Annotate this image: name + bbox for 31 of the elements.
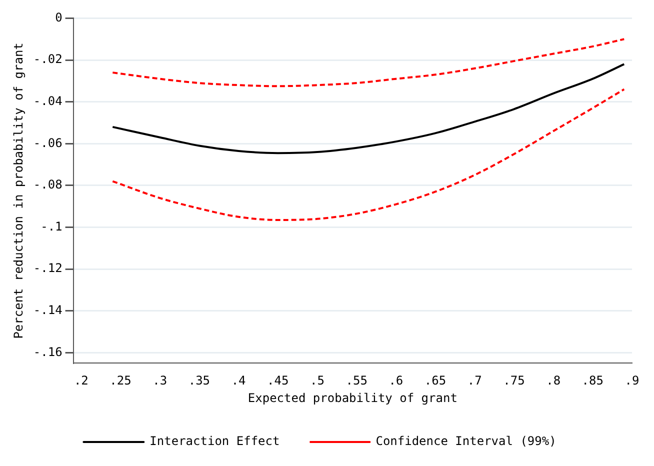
x-tick-label: .4 xyxy=(231,374,246,388)
y-tick-label: -.12 xyxy=(33,261,62,276)
x-tick-label: .8 xyxy=(546,374,561,388)
x-tick-label: .3 xyxy=(152,374,168,388)
y-tick-label: 0 xyxy=(55,10,62,24)
y-tick-label: -.14 xyxy=(33,303,62,318)
x-tick-label: .85 xyxy=(582,374,604,388)
x-tick-label: .25 xyxy=(110,374,132,388)
y-axis-title: Percent reduction in probability of grant xyxy=(11,42,26,339)
x-tick-label: .35 xyxy=(188,374,210,388)
x-tick-label: .2 xyxy=(74,374,88,388)
line-series xyxy=(112,63,626,154)
x-tick-label: .65 xyxy=(424,374,446,388)
x-tick-label: .7 xyxy=(467,374,482,388)
y-tick-label: -.08 xyxy=(33,178,62,192)
x-axis-title: Expected probability of grant xyxy=(248,390,458,405)
y-tick-label: -.06 xyxy=(33,136,62,150)
x-tick-label: .55 xyxy=(346,374,368,388)
legend-label: Interaction Effect xyxy=(150,434,280,448)
y-tick-label: -.16 xyxy=(33,344,62,359)
y-tick-label: -.1 xyxy=(40,219,62,234)
line-series xyxy=(112,88,626,221)
y-tick-label: -.02 xyxy=(33,52,62,66)
y-tick-label: -.04 xyxy=(33,94,62,108)
x-tick-label: .45 xyxy=(267,374,289,388)
x-tick-label: .6 xyxy=(388,374,404,388)
x-tick-label: .75 xyxy=(503,374,525,388)
x-tick-label: .5 xyxy=(310,374,324,388)
x-tick-label: .9 xyxy=(624,374,640,388)
legend-label: Confidence Interval (99%) xyxy=(376,434,556,448)
line-series xyxy=(112,38,626,88)
